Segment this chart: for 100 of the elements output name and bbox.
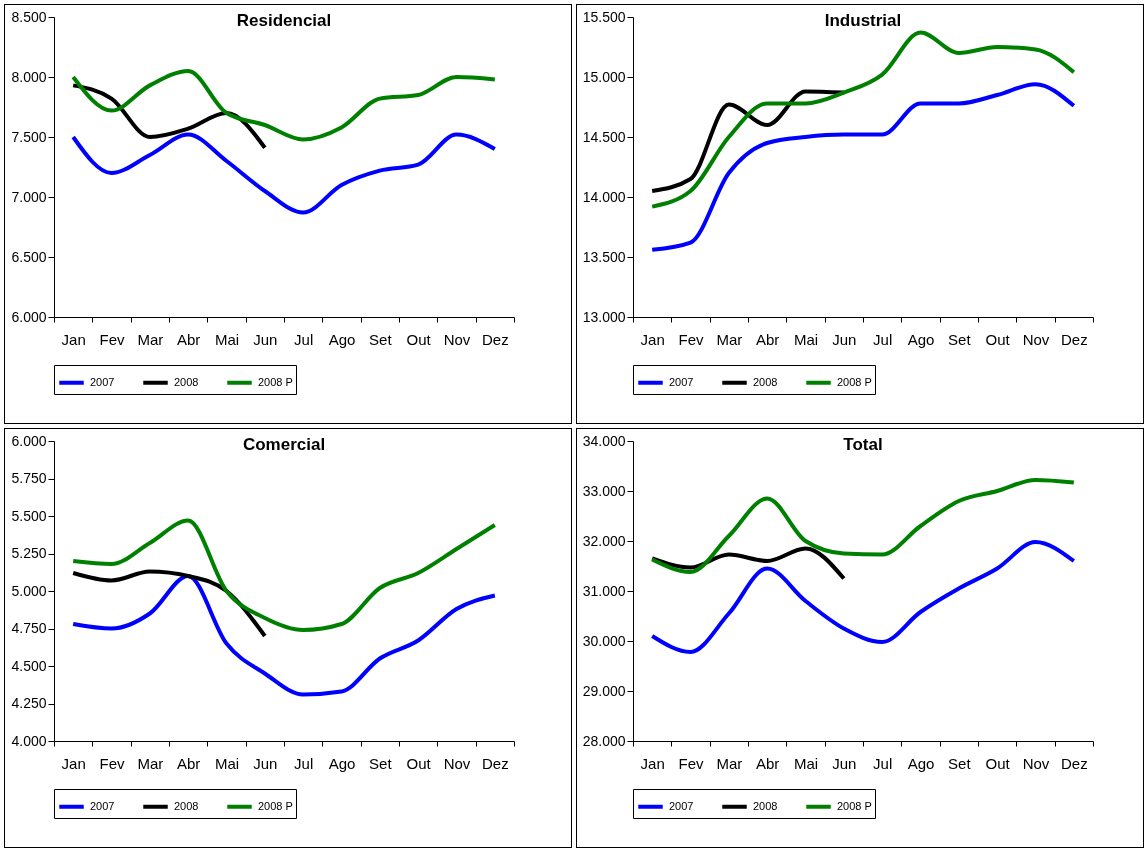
- legend-label: 2008 P: [837, 375, 872, 388]
- y-tick-label: 15.000: [582, 68, 626, 85]
- x-tick-label: Abr: [755, 330, 780, 348]
- x-tick-label: Jun: [253, 754, 278, 772]
- x-tick-label: Jul: [873, 754, 893, 772]
- x-tick-label: Abr: [755, 754, 780, 772]
- line-series: [650, 546, 846, 581]
- y-tick-label: 4.500: [11, 657, 47, 674]
- x-tick-label: Jan: [61, 330, 86, 348]
- chart-title: Total: [843, 435, 883, 454]
- legend-label: 2008: [174, 799, 199, 812]
- x-tick-label: Nov: [1022, 330, 1050, 348]
- x-tick-label: Out: [985, 754, 1011, 772]
- y-tick-label: 5.250: [11, 545, 47, 561]
- y-tick-label: 31.000: [582, 582, 626, 599]
- x-tick-label: Dez: [481, 330, 509, 348]
- y-tick-label: 7.000: [11, 188, 47, 205]
- x-tick-label: Fev: [99, 754, 125, 772]
- x-tick-label: Jan: [61, 754, 86, 772]
- y-tick-label: 30.000: [582, 632, 626, 649]
- x-tick-label: Nov: [443, 330, 471, 348]
- x-tick-label: Out: [406, 754, 432, 772]
- legend-label: 2007: [90, 799, 115, 812]
- line-series: [650, 540, 1076, 654]
- chart-title: Industrial: [824, 11, 902, 30]
- legend-label: 2007: [669, 375, 694, 388]
- line-series: [71, 132, 497, 215]
- x-tick-label: Mar: [137, 754, 164, 772]
- x-tick-label: Mar: [137, 330, 164, 348]
- legend-label: 2008 P: [258, 375, 293, 388]
- line-series: [71, 69, 497, 142]
- y-tick-label: 14.500: [582, 128, 626, 145]
- x-tick-label: Fev: [678, 754, 704, 772]
- y-tick-label: 8.500: [11, 8, 47, 25]
- y-tick-label: 14.000: [582, 188, 626, 205]
- x-tick-label: Mar: [716, 754, 743, 772]
- x-tick-label: Nov: [443, 754, 471, 772]
- y-tick-label: 4.750: [11, 620, 47, 636]
- y-tick-label: 29.000: [582, 682, 626, 699]
- y-tick-label: 13.500: [582, 248, 626, 265]
- x-tick-label: Set: [948, 754, 972, 772]
- x-tick-label: Out: [406, 330, 432, 348]
- y-tick-label: 8.000: [11, 68, 47, 85]
- x-tick-label: Ago: [328, 754, 356, 772]
- y-tick-label: 4.250: [11, 695, 47, 711]
- x-tick-label: Jan: [640, 754, 665, 772]
- x-tick-label: Abr: [176, 330, 201, 348]
- x-tick-label: Fev: [678, 330, 704, 348]
- x-tick-label: Ago: [907, 754, 935, 772]
- y-tick-label: 7.500: [11, 128, 47, 145]
- x-tick-label: Jun: [253, 330, 278, 348]
- legend-label: 2008: [174, 375, 199, 388]
- x-tick-label: Ago: [328, 330, 356, 348]
- x-tick-label: Jul: [294, 754, 314, 772]
- x-tick-label: Mai: [793, 330, 819, 348]
- x-tick-label: Mai: [214, 754, 240, 772]
- x-tick-label: Jun: [832, 754, 857, 772]
- x-tick-label: Abr: [176, 754, 201, 772]
- chart-title: Residencial: [236, 11, 332, 30]
- x-tick-label: Jun: [832, 330, 857, 348]
- line-series: [71, 574, 497, 697]
- y-tick-label: 6.500: [11, 248, 47, 265]
- x-tick-label: Dez: [1060, 754, 1088, 772]
- x-tick-label: Set: [369, 754, 393, 772]
- legend-label: 2007: [90, 375, 115, 388]
- y-tick-label: 13.000: [582, 308, 626, 325]
- x-tick-label: Set: [948, 330, 972, 348]
- x-tick-label: Jul: [873, 330, 893, 348]
- x-tick-label: Mai: [793, 754, 819, 772]
- y-tick-label: 33.000: [582, 482, 626, 499]
- x-tick-label: Jan: [640, 330, 665, 348]
- x-tick-label: Mai: [214, 330, 240, 348]
- y-tick-label: 5.000: [11, 582, 47, 599]
- x-tick-label: Nov: [1022, 754, 1050, 772]
- x-tick-label: Fev: [99, 330, 125, 348]
- legend-label: 2008: [753, 799, 778, 812]
- line-series: [71, 518, 497, 632]
- legend-label: 2007: [669, 799, 694, 812]
- legend-label: 2008 P: [837, 799, 872, 812]
- legend-label: 2008: [753, 375, 778, 388]
- chart-title: Comercial: [242, 435, 326, 454]
- x-tick-label: Jul: [294, 330, 314, 348]
- y-tick-label: 5.500: [11, 507, 47, 524]
- x-tick-label: Ago: [907, 330, 935, 348]
- x-tick-label: Dez: [1060, 330, 1088, 348]
- x-tick-label: Set: [369, 330, 393, 348]
- line-series: [650, 30, 1076, 209]
- x-tick-label: Dez: [481, 754, 509, 772]
- y-tick-label: 32.000: [582, 532, 626, 549]
- y-tick-label: 6.000: [11, 308, 47, 325]
- x-tick-label: Mar: [716, 330, 743, 348]
- y-tick-label: 28.000: [582, 732, 626, 749]
- y-tick-label: 4.000: [11, 732, 47, 749]
- x-tick-label: Out: [985, 330, 1011, 348]
- line-series: [650, 82, 1076, 252]
- y-tick-label: 5.750: [11, 470, 47, 486]
- y-tick-label: 6.000: [11, 432, 47, 449]
- y-tick-label: 34.000: [582, 432, 626, 449]
- line-series: [650, 478, 1076, 574]
- y-tick-label: 15.500: [582, 8, 626, 25]
